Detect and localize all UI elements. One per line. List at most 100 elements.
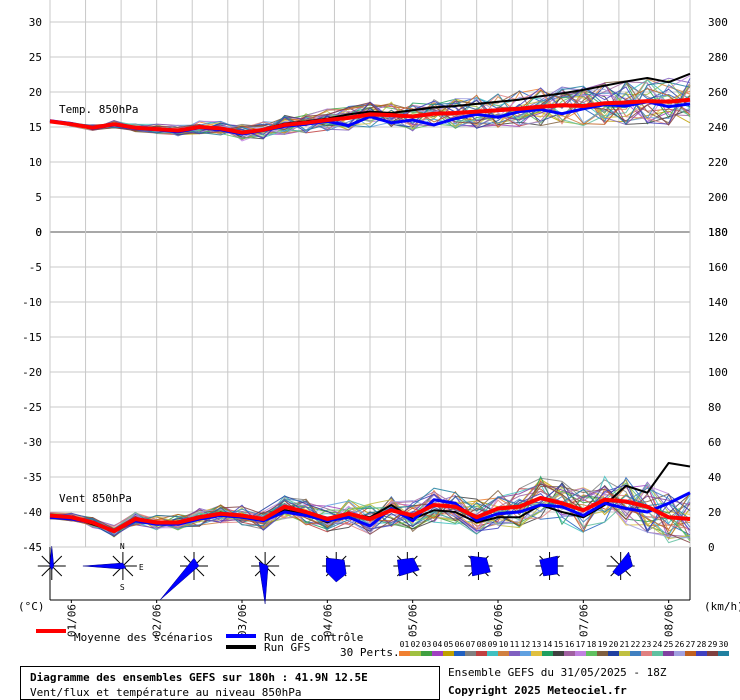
- wind-left-tick: -20: [22, 366, 42, 379]
- pert-number: 02: [410, 640, 421, 649]
- wind-right-tick: 40: [708, 471, 721, 484]
- wind-panel-label: Vent 850hPa: [59, 492, 132, 505]
- date-label: 08/06: [663, 604, 676, 637]
- run-info: Ensemble GEFS du 31/05/2025 - 18Z: [448, 666, 667, 679]
- pert-swatch: [707, 651, 718, 656]
- pert-number: 16: [564, 640, 575, 649]
- pert-number: 05: [443, 640, 454, 649]
- pert-number: 20: [608, 640, 619, 649]
- pert-swatch: [509, 651, 520, 656]
- wind-rose: [82, 552, 137, 580]
- temp-right-tick: 240: [708, 121, 728, 134]
- legend-mean-swatch: [36, 629, 66, 633]
- legend-control-swatch: [226, 634, 256, 638]
- temp-right-tick: 220: [708, 156, 728, 169]
- pert-swatch: [564, 651, 575, 656]
- wind-left-tick: -10: [22, 296, 42, 309]
- pert-swatch: [454, 651, 465, 656]
- pert-swatch: [476, 651, 487, 656]
- legend-control-label: Run de contrôle: [264, 631, 364, 644]
- wind-left-tick: -25: [22, 401, 42, 414]
- pert-swatch: [641, 651, 652, 656]
- pert-number: 13: [531, 640, 542, 649]
- pert-swatch: [443, 651, 454, 656]
- temp-right-tick: 280: [708, 51, 728, 64]
- pert-number: 07: [465, 640, 476, 649]
- pert-number: 26: [674, 640, 685, 649]
- pert-number: 14: [542, 640, 553, 649]
- pert-number: 30: [718, 640, 729, 649]
- wind-left-tick: -30: [22, 436, 42, 449]
- pert-number: 10: [498, 640, 509, 649]
- pert-number: 17: [575, 640, 586, 649]
- pert-number: 27: [685, 640, 696, 649]
- wind-rose: [606, 551, 635, 580]
- pert-swatch: [553, 651, 564, 656]
- wind-right-tick: 80: [708, 401, 721, 414]
- compass-n-label: N: [120, 542, 125, 551]
- grid-layer: [49, 0, 691, 601]
- temp-right-tick: 300: [708, 16, 728, 29]
- pert-swatch: [652, 651, 663, 656]
- pert-swatch: [410, 651, 421, 656]
- legend-gfs-label: Run GFS: [264, 641, 311, 654]
- wind-right-tick: 0: [708, 541, 715, 554]
- temp-right-tick: 180: [708, 226, 728, 239]
- wind-left-tick: -40: [22, 506, 42, 519]
- chart-subtitle: Vent/flux et température au niveau 850hP…: [30, 686, 302, 699]
- compass-s-label: S: [120, 583, 125, 592]
- compass-e-label: E: [139, 563, 144, 572]
- temp-left-tick: 15: [29, 121, 42, 134]
- date-label: 02/06: [151, 604, 164, 637]
- chart-title: Diagramme des ensembles GEFS sur 180h : …: [30, 671, 368, 684]
- pert-number: 04: [432, 640, 443, 649]
- pert-number: 15: [553, 640, 564, 649]
- wind-rose-petal: [82, 562, 127, 570]
- wind-left-tick: -5: [29, 261, 42, 274]
- wind-left-tick: -15: [22, 331, 42, 344]
- wind-panel: [49, 462, 691, 544]
- pert-swatch: [619, 651, 630, 656]
- pert-swatch: [575, 651, 586, 656]
- wind-right-tick: 60: [708, 436, 721, 449]
- date-label: 07/06: [577, 604, 590, 637]
- temp-left-tick: 20: [29, 86, 42, 99]
- info-box: Diagramme des ensembles GEFS sur 180h : …: [20, 666, 440, 700]
- wind-rose-petal: [325, 557, 347, 583]
- pert-swatch: [608, 651, 619, 656]
- pert-swatch: [586, 651, 597, 656]
- pert-swatch: [685, 651, 696, 656]
- copyright: Copyright 2025 Meteociel.fr: [448, 684, 627, 697]
- pert-number: 18: [586, 640, 597, 649]
- axis-ticks: 0 180 5 200 10 220 15 240 20 260 25 280 30 300 0 -45 20 -…: [22, 16, 728, 637]
- pert-number: 11: [509, 640, 520, 649]
- pert-swatch: [465, 651, 476, 656]
- pert-swatch: [718, 651, 729, 656]
- wind-roses: N S E: [37, 542, 635, 605]
- wind-rose: [322, 552, 351, 583]
- pert-swatch: [520, 651, 531, 656]
- wind-rose: [535, 552, 564, 580]
- wind-series-mean: [49, 496, 691, 534]
- temp-left-tick: 25: [29, 51, 42, 64]
- wind-right-tick: 160: [708, 261, 728, 274]
- pert-number: 24: [652, 640, 663, 649]
- pert-number: 29: [707, 640, 718, 649]
- wind-left-tick: -45: [22, 541, 42, 554]
- date-label: 01/06: [65, 604, 78, 637]
- pert-number: 01: [399, 640, 410, 649]
- temp-left-tick: 10: [29, 156, 42, 169]
- temp-right-tick: 200: [708, 191, 728, 204]
- wind-rose-petal: [539, 555, 558, 577]
- pert-number: 22: [630, 640, 641, 649]
- date-label: 03/06: [236, 604, 249, 637]
- temp-pert-30: [49, 81, 691, 136]
- temp-left-tick: 0: [35, 226, 42, 239]
- wind-rose-petal: [258, 561, 269, 605]
- wind-rose: [251, 552, 280, 605]
- pert-swatch: [487, 651, 498, 656]
- pert-number: 21: [619, 640, 630, 649]
- pert-number: 23: [641, 640, 652, 649]
- pert-swatch: [630, 651, 641, 656]
